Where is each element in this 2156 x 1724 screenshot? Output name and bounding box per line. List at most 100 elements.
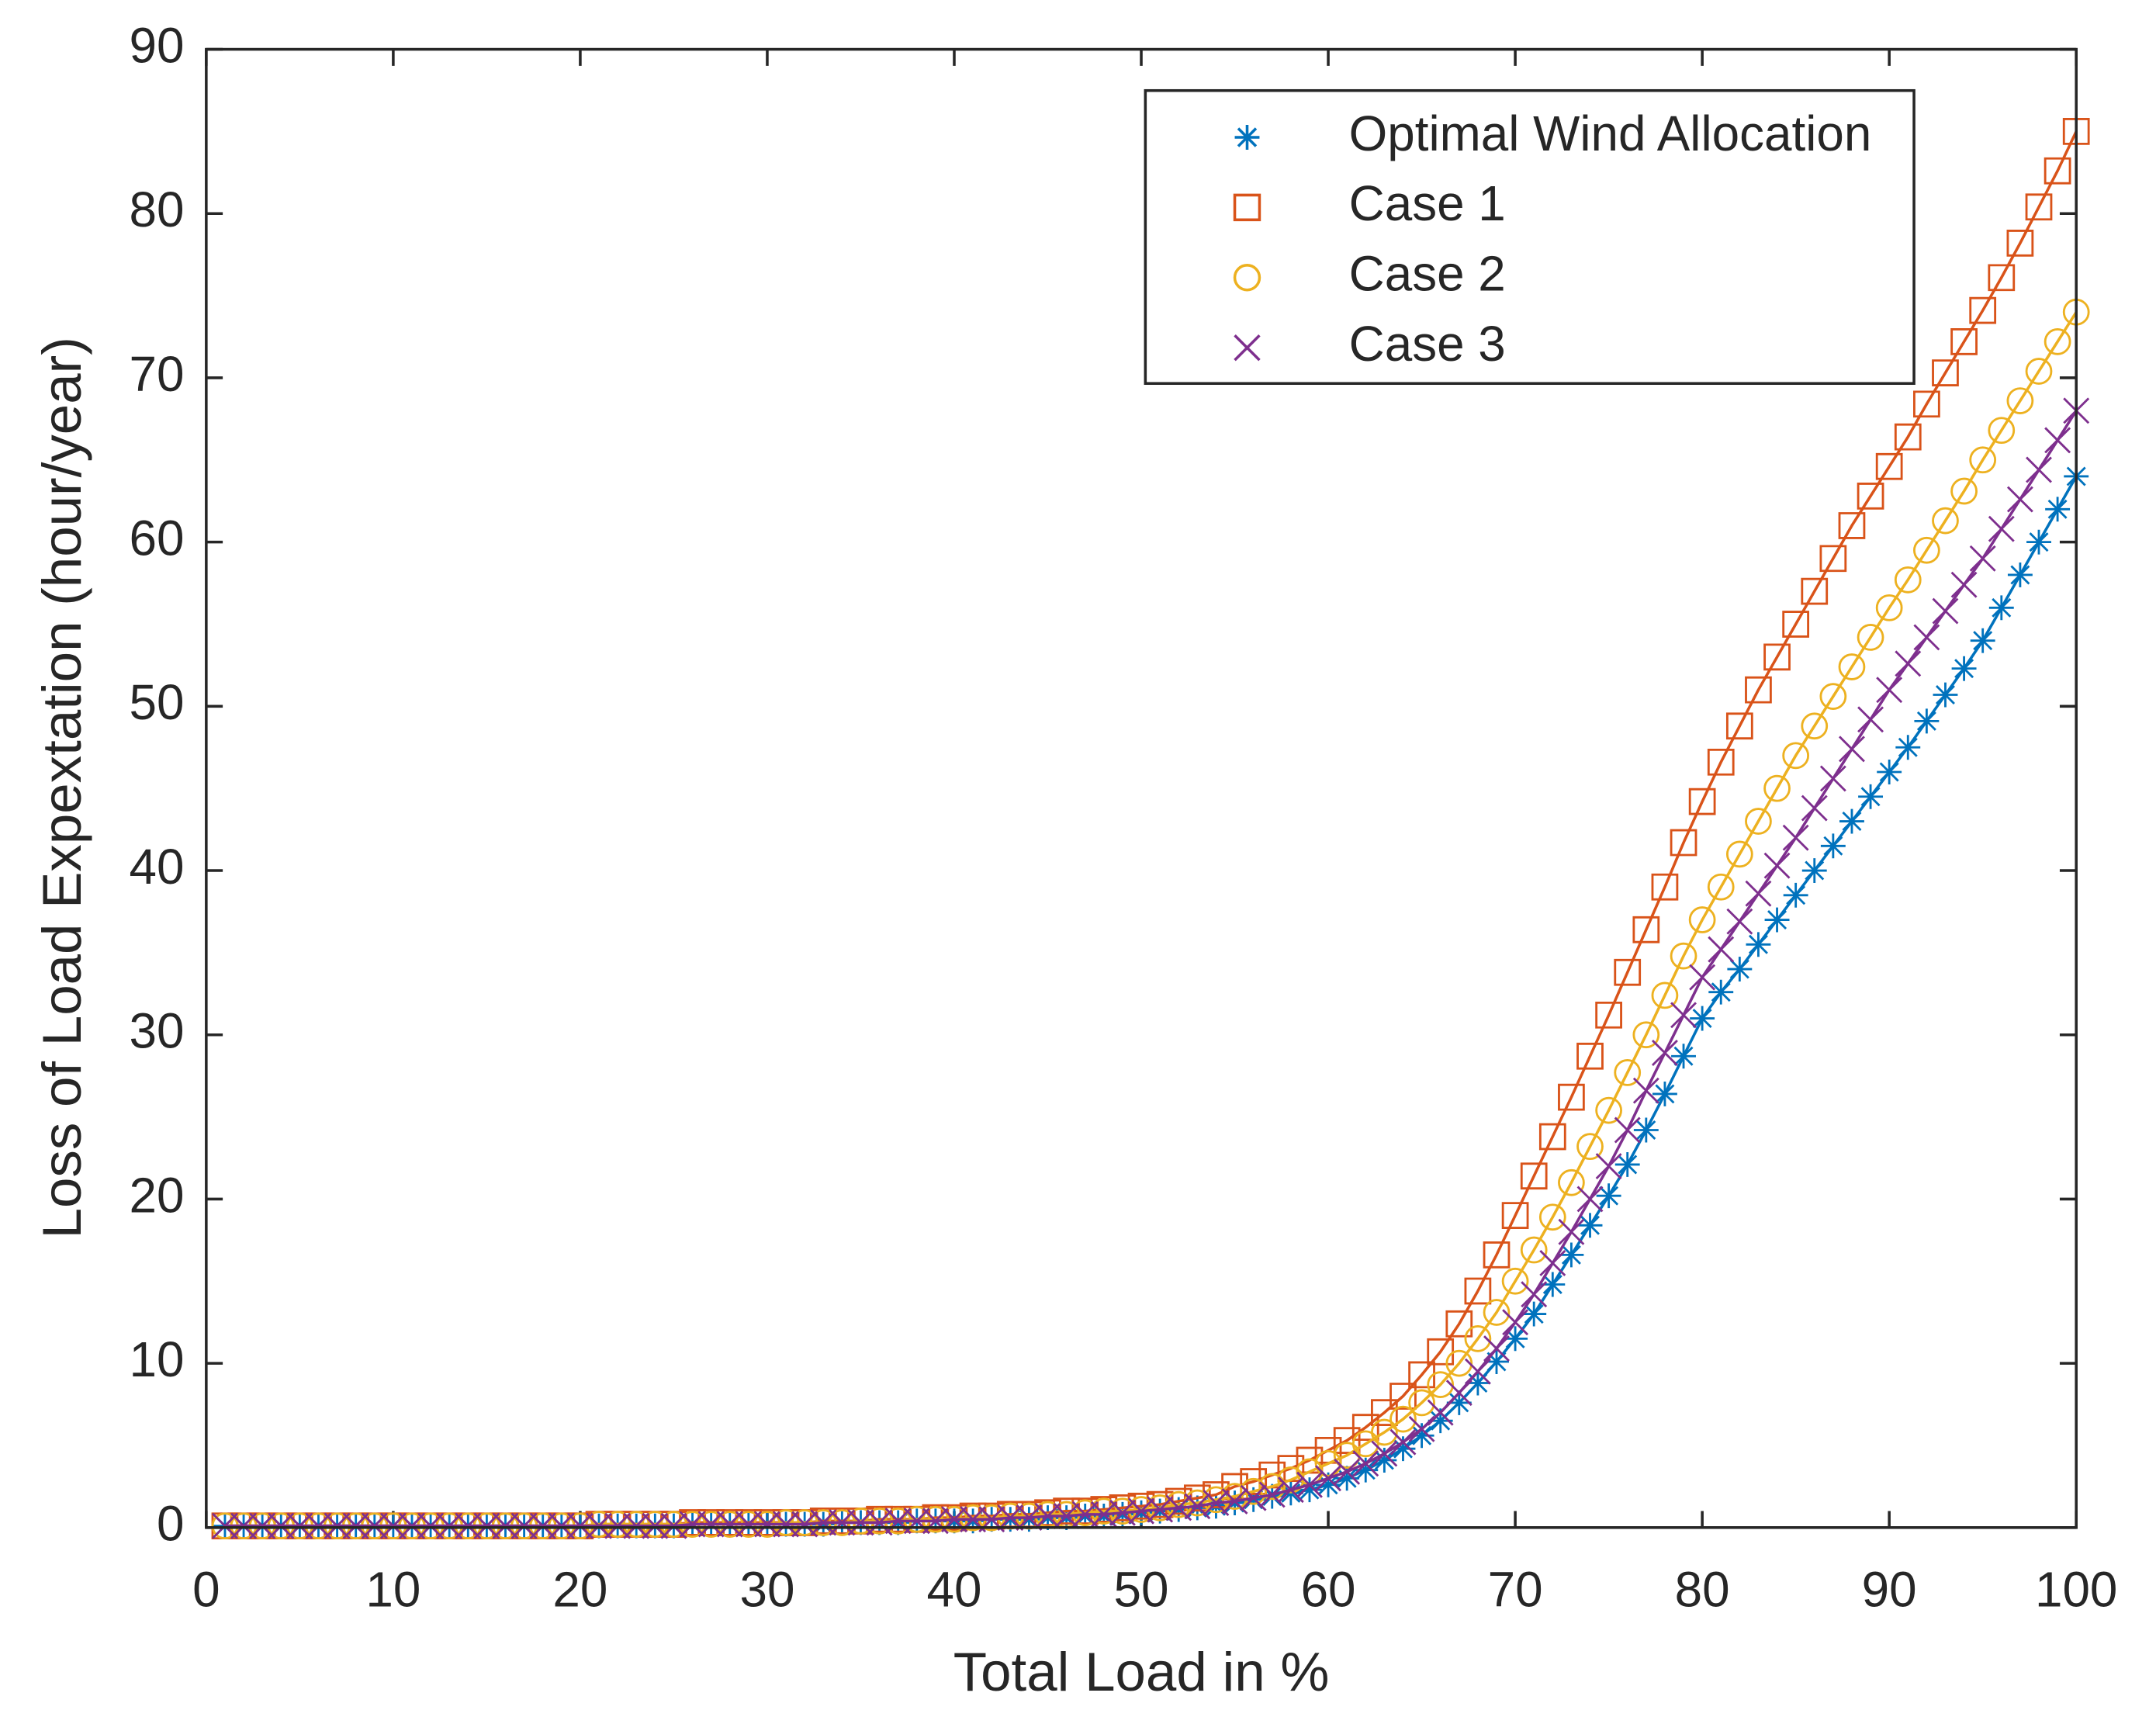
marker [1838,653,1866,680]
marker [1763,643,1791,671]
marker [305,1512,332,1539]
marker [1595,1096,1622,1124]
marker [1427,1338,1455,1366]
marker [566,1512,594,1539]
y-tick-label: 70 [130,346,185,402]
marker [1540,1272,1566,1297]
marker [1950,328,1978,355]
marker [1689,964,1716,991]
marker [1352,1450,1379,1477]
marker [1857,624,1884,651]
marker [2006,486,2033,513]
marker [268,1512,295,1539]
marker [1372,1448,1397,1473]
marker [1258,1481,1286,1508]
marker [1801,858,1827,883]
marker [1708,936,1735,963]
marker [1858,784,1884,809]
marker [1501,1202,1529,1229]
marker [1970,628,1995,653]
marker [1277,1476,1304,1504]
marker [1708,979,1734,1005]
marker [1576,1042,1604,1070]
marker [1503,1326,1528,1352]
legend-label: Case 1 [1349,175,1506,231]
marker [1988,264,2016,292]
x-tick-label: 80 [1675,1562,1730,1618]
x-tick-label: 10 [365,1562,420,1618]
y-tick-label: 30 [130,1003,185,1059]
marker [1652,1081,1677,1106]
marker [1632,1077,1659,1104]
y-tick-label: 10 [130,1331,185,1387]
marker [1185,1495,1210,1521]
marker [1782,824,1809,851]
marker [1633,1117,1659,1143]
marker [1913,390,1940,418]
marker [1595,1153,1622,1180]
marker [1353,1457,1379,1483]
marker [1725,840,1753,868]
marker [2044,427,2071,454]
marker [1651,1040,1678,1066]
marker [997,1504,1024,1532]
marker [1520,1236,1548,1264]
marker [1783,882,1808,908]
marker [1558,1168,1585,1196]
x-tick-label: 60 [1301,1562,1356,1618]
marker [1445,1349,1473,1377]
marker [1483,1299,1511,1326]
marker [2025,193,2053,221]
marker [399,1512,425,1539]
marker [1109,1501,1135,1527]
marker [1576,1186,1604,1213]
marker [1688,906,1716,933]
marker [1428,1408,1453,1434]
marker [1371,1440,1398,1467]
marker [1595,1001,1622,1029]
x-tick-label: 20 [552,1562,607,1618]
marker [361,1512,388,1539]
marker [586,1512,612,1539]
marker [1933,682,1958,708]
marker [1875,452,1903,480]
series-line [224,410,2078,1528]
legend-label: Optimal Wind Allocation [1349,106,1872,161]
marker [1222,1490,1248,1515]
marker [885,1510,911,1535]
marker [436,1512,463,1539]
marker [716,1511,743,1538]
marker [1745,676,1772,704]
marker [1538,1203,1566,1231]
marker [679,1511,706,1538]
marker [379,1512,407,1539]
marker [1483,1335,1510,1362]
x-tick-label: 40 [927,1562,982,1618]
marker [1969,446,1997,474]
y-tick-label: 40 [130,839,185,895]
marker [2062,298,2090,326]
marker [1389,1428,1417,1456]
marker [1240,1477,1268,1505]
marker [2026,456,2052,483]
marker [1483,1241,1511,1269]
marker [1016,1507,1042,1532]
marker [735,1511,762,1538]
legend-box [1144,88,1915,386]
marker [1690,1006,1715,1031]
marker [1688,788,1716,815]
marker [1763,852,1791,879]
marker [1988,515,2015,542]
marker [1839,736,1865,763]
marker [884,1508,912,1535]
marker [1819,545,1847,573]
marker [773,1511,800,1538]
x-tick-label: 50 [1114,1562,1169,1618]
marker [1894,566,1922,594]
marker [1876,677,1903,704]
marker [1763,774,1791,802]
marker [1596,1183,1621,1209]
marker [1446,1390,1472,1415]
marker [1371,1418,1398,1446]
marker [1950,571,1978,598]
